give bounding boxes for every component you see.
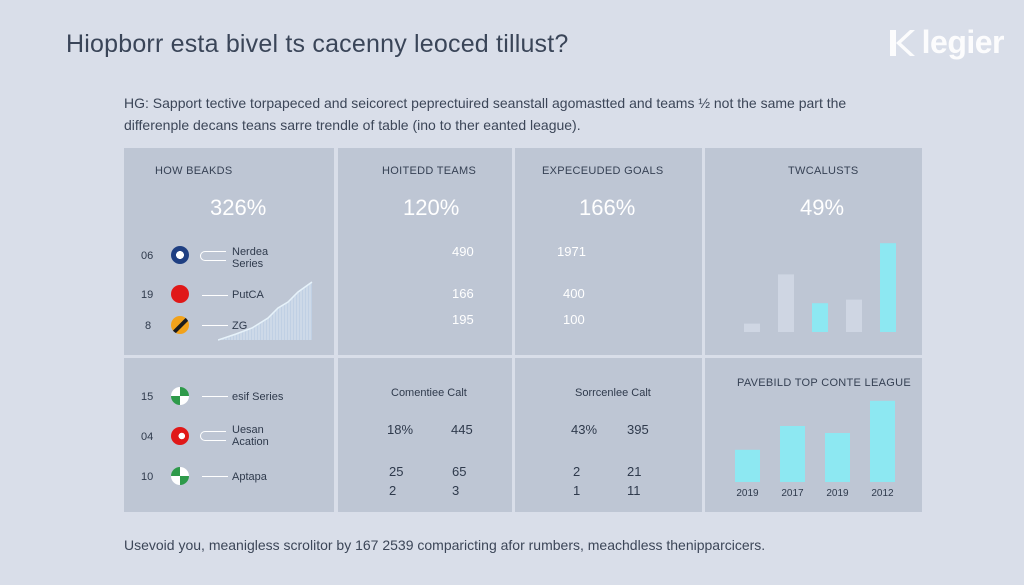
metric-value: 21	[627, 464, 642, 479]
card-twcalusts: TWCALUSTS 49%	[705, 148, 922, 355]
flag-green-white-icon	[171, 387, 189, 405]
metric-value: 2	[573, 464, 581, 479]
brand-logo: legier	[888, 24, 1005, 61]
team-number: 15	[141, 391, 154, 403]
bar-chart-twcalusts	[744, 243, 896, 332]
team-name: Aptapa	[232, 471, 267, 483]
card-hoitedd-teams: HOITEDD TEAMS 120% 490 166 195	[338, 148, 512, 355]
metric-value: 445	[451, 422, 473, 437]
bar-chart-league: 2019 2017 2019 2012	[735, 400, 895, 498]
connector-line	[202, 396, 228, 397]
connector-line	[202, 476, 228, 477]
bar	[846, 299, 862, 332]
card-value: 120%	[403, 195, 460, 220]
logo-text: legier	[921, 24, 1005, 60]
card-sorrcenlee: Sorrcenlee Calt 43% 395 2 21 1 11	[515, 358, 702, 512]
x-tick-label: 2019	[826, 488, 849, 498]
sparkline-line	[218, 281, 313, 341]
metric-value: 43%	[571, 422, 598, 437]
team-name: PutCA	[232, 289, 264, 301]
trend-sparkline	[218, 281, 313, 341]
team-number: 04	[141, 431, 154, 443]
metric-value: 1	[573, 483, 581, 498]
connector-line	[202, 295, 228, 296]
team-number: 8	[145, 320, 152, 332]
bar	[780, 426, 805, 482]
x-tick-label: 2019	[736, 488, 759, 498]
metric-value: 395	[627, 422, 649, 437]
logo-icon	[889, 29, 915, 56]
flag-red-white-icon	[171, 427, 189, 445]
team-name: ZG	[232, 320, 248, 332]
card-label: TWCALUSTS	[788, 165, 859, 177]
metric-value: 3	[452, 483, 460, 498]
metric-value: 18%	[387, 422, 414, 437]
card-comentiee: Comentiee Calt 18% 445 25 65 2 3	[338, 358, 512, 512]
bar	[825, 433, 850, 482]
connector-line	[200, 251, 226, 261]
team-number: 10	[141, 471, 154, 483]
flag-red-icon	[171, 285, 189, 303]
x-tick-label: 2012	[871, 488, 894, 498]
metric-value: 490	[452, 244, 474, 259]
connector-line	[200, 431, 226, 441]
metric-value: 195	[452, 312, 474, 327]
card-label: Comentiee Calt	[391, 387, 467, 399]
bar	[744, 323, 760, 332]
chart-title: PAVEBILD TOP CONTE LEAGUE	[737, 377, 911, 389]
metric-value: 166	[452, 286, 474, 301]
metric-value: 65	[452, 464, 467, 479]
metric-value: 25	[389, 464, 404, 479]
metric-value: 11	[627, 483, 641, 498]
team-number: 06	[141, 250, 154, 262]
card-label: Sorrcenlee Calt	[575, 387, 651, 399]
team-name: Nerdea Series	[232, 246, 269, 270]
card-label: HOW BEAKDS	[155, 165, 233, 177]
team-name: Uesan Acation	[232, 424, 269, 448]
card-how-beaks: HOW BEAKDS 326% 06 Nerdea Series 19 PutC…	[124, 148, 334, 355]
description: HG: Sapport tective torpapeced and seico…	[124, 95, 847, 133]
metric-value: 1971	[557, 244, 586, 259]
team-number: 19	[141, 289, 154, 301]
metric-value: 2	[389, 483, 397, 498]
card-team-list: 15 esif Series 04 Uesan Acation 10 Aptap…	[124, 358, 334, 512]
card-league-chart: PAVEBILD TOP CONTE LEAGUE 2019 2017 2019 20…	[705, 358, 922, 512]
bar	[778, 274, 794, 332]
bar	[735, 449, 760, 482]
card-value: 326%	[210, 195, 267, 220]
flag-orange-black-icon	[171, 316, 189, 334]
connector-line	[202, 325, 228, 326]
page-title: Hiopborr esta bivel ts cacenny leoced ti…	[66, 30, 569, 58]
sparkline-area	[218, 282, 312, 340]
card-label: EXPECEUDED GOALS	[542, 165, 664, 177]
metric-value: 400	[563, 286, 585, 301]
footer-note: Usevoid you, meanigless scrolitor by 167…	[124, 537, 766, 553]
x-tick-label: 2017	[781, 488, 804, 498]
metric-value: 100	[563, 312, 585, 327]
flag-green-white-icon	[171, 467, 189, 485]
team-name: esif Series	[232, 391, 284, 403]
bar	[880, 243, 896, 332]
card-value: 166%	[579, 195, 636, 220]
card-expected-goals: EXPECEUDED GOALS 166% 1971 400 100	[515, 148, 702, 355]
card-label: HOITEDD TEAMS	[382, 165, 477, 177]
flag-blue-white-icon	[171, 246, 189, 264]
bar	[870, 400, 895, 482]
bar	[812, 303, 828, 332]
card-value: 49%	[800, 195, 845, 220]
